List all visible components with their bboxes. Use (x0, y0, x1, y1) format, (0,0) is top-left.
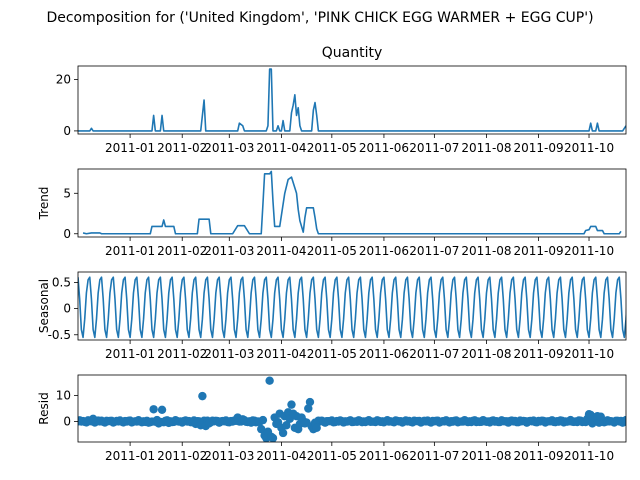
x-tick-label: 2011-07 (409, 141, 459, 155)
plot-area (78, 276, 626, 339)
figure-title: Decomposition for ('United Kingdom', 'PI… (46, 10, 593, 26)
resid-point (278, 428, 288, 438)
y-tick-label: 0.5 (52, 275, 71, 289)
y-tick-label: 0 (63, 227, 71, 241)
resid-point (238, 415, 247, 424)
x-tick-label: 2011-06 (359, 449, 409, 463)
resid-point (305, 397, 315, 407)
resid-point (300, 419, 310, 428)
resid-point (265, 376, 274, 385)
y-tick-label: 0 (63, 302, 71, 316)
panel-title: Quantity (322, 45, 383, 61)
y-tick-label: 0 (63, 414, 71, 428)
x-tick-label: 2011-03 (204, 449, 254, 463)
plot-area (78, 376, 626, 442)
resid-point (154, 419, 163, 428)
x-tick-label: 2011-01 (105, 449, 155, 463)
axes-frame (77, 65, 627, 135)
x-tick-label: 2011-02 (157, 141, 207, 155)
y-tick-label: -0.5 (48, 328, 71, 342)
resid-point (204, 419, 214, 428)
x-tick-label: 2011-07 (409, 347, 459, 361)
x-tick-label: 2011-01 (105, 244, 155, 258)
x-tick-label: 2011-03 (204, 141, 254, 155)
resid-point (596, 412, 605, 421)
x-tick-label: 2011-10 (564, 449, 614, 463)
resid-point (304, 404, 313, 413)
x-tick-label: 2011-04 (256, 449, 306, 463)
x-tick-label: 2011-03 (204, 244, 254, 258)
x-tick-label: 2011-02 (157, 347, 207, 361)
x-tick-label: 2011-02 (157, 244, 207, 258)
series-line (78, 276, 626, 339)
resid-point (312, 423, 321, 433)
x-tick-label: 2011-07 (409, 449, 459, 463)
x-tick-label: 2011-08 (461, 347, 511, 361)
resid-point (268, 433, 278, 442)
resid-point (282, 421, 291, 430)
x-tick-label: 2011-04 (256, 244, 306, 258)
plot-area (78, 68, 626, 132)
y-axis-label: Resid (37, 392, 51, 424)
resid-point (149, 405, 158, 414)
x-tick-label: 2011-01 (105, 347, 155, 361)
y-tick-label: 0 (63, 124, 71, 138)
y-tick-label: 5 (63, 186, 71, 200)
x-tick-label: 2011-06 (359, 141, 409, 155)
x-tick-label: 2011-02 (157, 449, 207, 463)
y-tick-label: 10 (56, 389, 71, 403)
resid-point (157, 405, 167, 414)
axes-frame (77, 374, 627, 443)
resid-point (198, 391, 207, 401)
resid-point (621, 415, 626, 425)
series-line (82, 170, 622, 235)
series-line (78, 68, 626, 132)
x-tick-label: 2011-08 (461, 449, 511, 463)
x-tick-label: 2011-04 (256, 141, 306, 155)
x-tick-label: 2011-03 (204, 347, 254, 361)
x-tick-label: 2011-08 (461, 141, 511, 155)
x-tick-label: 2011-05 (307, 141, 357, 155)
resid-point (164, 418, 173, 428)
x-tick-label: 2011-08 (461, 244, 511, 258)
y-tick-label: 20 (56, 72, 71, 86)
x-tick-label: 2011-07 (409, 244, 459, 258)
x-tick-label: 2011-06 (359, 244, 409, 258)
x-tick-label: 2011-10 (564, 244, 614, 258)
x-tick-label: 2011-09 (514, 449, 564, 463)
x-tick-label: 2011-06 (359, 347, 409, 361)
x-tick-label: 2011-04 (256, 347, 306, 361)
x-tick-label: 2011-09 (514, 244, 564, 258)
x-tick-label: 2011-05 (307, 244, 357, 258)
x-tick-label: 2011-01 (105, 141, 155, 155)
resid-point (246, 418, 256, 427)
resid-point (88, 414, 98, 424)
y-axis-label: Seasonal (37, 279, 51, 333)
x-tick-label: 2011-10 (564, 141, 614, 155)
x-tick-label: 2011-09 (514, 347, 564, 361)
resid-point (258, 415, 268, 425)
resid-point (257, 424, 266, 434)
resid-point (144, 418, 153, 427)
x-tick-label: 2011-09 (514, 141, 564, 155)
axes-frame (77, 271, 627, 341)
x-tick-label: 2011-05 (307, 347, 357, 361)
resid-point (287, 400, 296, 409)
plot-area (82, 170, 622, 235)
axes-frame (77, 168, 627, 238)
y-axis-label: Trend (37, 187, 51, 221)
x-tick-label: 2011-05 (307, 449, 357, 463)
x-tick-label: 2011-10 (564, 347, 614, 361)
